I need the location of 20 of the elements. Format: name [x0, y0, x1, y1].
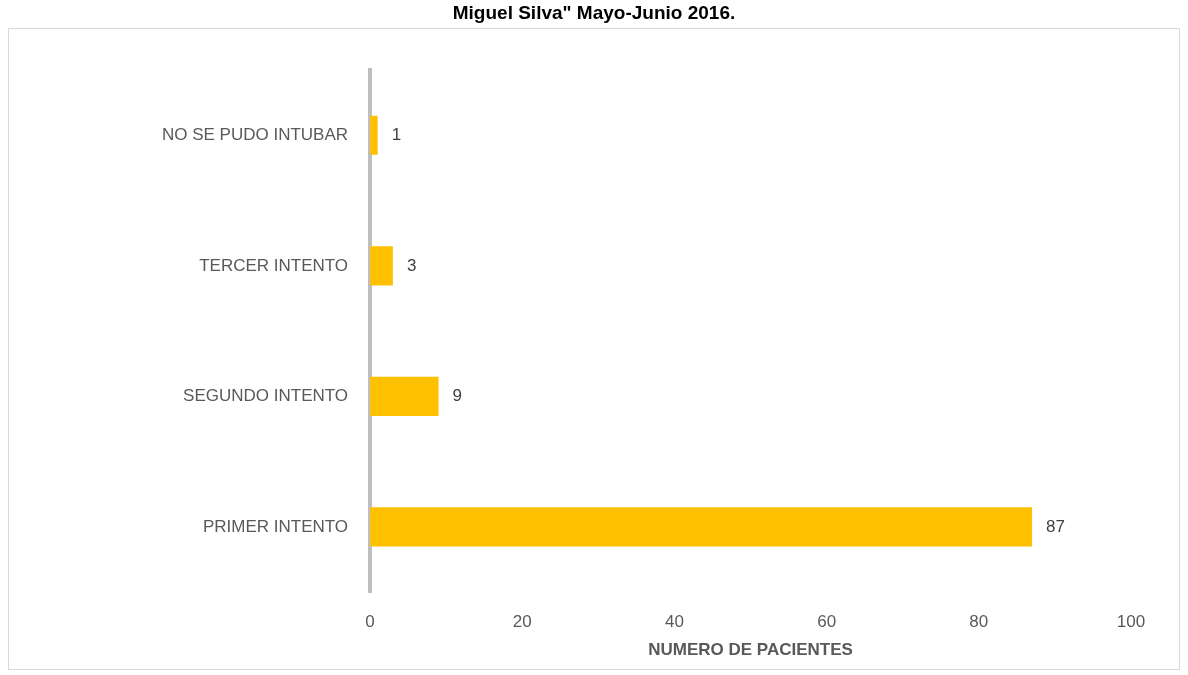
- x-tick-label: 20: [512, 612, 532, 632]
- bar: [370, 376, 439, 416]
- y-tick-label: PRIMER INTENTO: [202, 516, 349, 536]
- data-label: 9: [452, 386, 463, 406]
- y-tick-label: NO SE PUDO INTUBAR: [161, 124, 349, 144]
- bar: [370, 115, 378, 155]
- data-label: 87: [1046, 516, 1065, 536]
- y-tick-label: TERCER INTENTO: [199, 255, 349, 275]
- bar: [370, 246, 393, 286]
- y-tick-label: SEGUNDO INTENTO: [183, 386, 349, 406]
- bar: [370, 507, 1033, 547]
- x-tick-label: 80: [969, 612, 989, 632]
- x-tick-label: 0: [365, 612, 375, 632]
- chart-title: Miguel Silva" Mayo-Junio 2016.: [451, 2, 737, 24]
- x-tick-label: 60: [817, 612, 837, 632]
- x-tick-label: 100: [1116, 612, 1146, 632]
- x-tick-label: 40: [664, 612, 684, 632]
- x-axis-title: NUMERO DE PACIENTES: [648, 640, 853, 660]
- data-label: 1: [391, 124, 402, 144]
- data-label: 3: [406, 255, 417, 275]
